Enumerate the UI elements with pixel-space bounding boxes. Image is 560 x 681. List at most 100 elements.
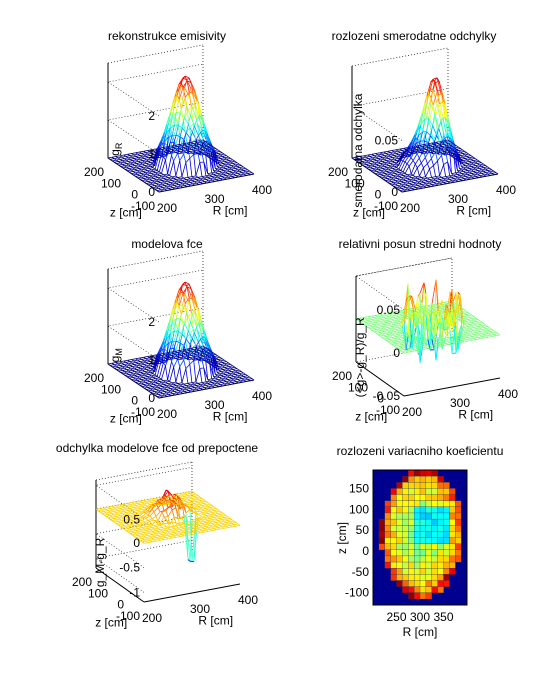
mesh-line: [159, 175, 163, 178]
mesh-line: [395, 343, 399, 346]
mesh-line: [206, 181, 211, 184]
mesh-line: [429, 168, 432, 178]
mesh-line: [483, 170, 487, 173]
mesh-line: [465, 171, 470, 174]
mesh-line: [138, 362, 143, 365]
x-tick-label: 200: [328, 165, 348, 179]
mesh-line: [148, 184, 151, 187]
mesh-line: [382, 153, 387, 155]
mesh-line: [195, 144, 198, 147]
mesh-line: [405, 190, 411, 192]
mesh-line: [210, 387, 215, 389]
mesh-line: [460, 158, 466, 160]
mesh-line: [379, 316, 385, 319]
mesh-line: [219, 173, 224, 176]
mesh-line: [389, 338, 395, 340]
mesh-line: [139, 174, 144, 177]
mesh-line: [362, 164, 365, 167]
mesh-line: [171, 382, 175, 385]
mesh-line: [444, 117, 448, 135]
mesh-line: [465, 175, 470, 177]
mesh-line: [146, 163, 149, 166]
mesh-line: [417, 162, 422, 168]
mesh-line: [149, 384, 153, 387]
mesh-line: [212, 385, 215, 388]
mesh-line: [429, 165, 434, 170]
mesh-line: [399, 331, 405, 333]
mesh-line: [173, 150, 177, 153]
mesh-line: [464, 151, 467, 154]
mesh-line: [209, 143, 212, 146]
mesh-line: [173, 367, 177, 383]
mesh-line: [179, 132, 182, 144]
mesh-line: [196, 387, 201, 390]
mesh-line: [351, 157, 355, 160]
mesh-line: [195, 179, 199, 182]
x-axis-label: z [cm]: [110, 412, 142, 426]
mesh-line: [170, 102, 174, 113]
mesh-line: [161, 347, 165, 363]
mesh-line: [197, 149, 201, 152]
mesh-line: [153, 356, 157, 359]
mesh-line: [230, 366, 235, 369]
mesh-line: [226, 161, 231, 164]
mesh-line: [187, 146, 190, 149]
mesh-line: [159, 345, 163, 352]
mesh-line: [219, 167, 222, 170]
mesh-line: [381, 314, 387, 317]
mesh-line: [209, 349, 212, 352]
mesh-line: [164, 334, 170, 350]
mesh-line: [151, 362, 155, 365]
mesh-line: [141, 358, 146, 360]
mesh-line: [193, 123, 196, 140]
mesh-line: [132, 159, 137, 162]
mesh-line: [203, 349, 206, 352]
mesh-line: [201, 334, 206, 343]
mesh-line: [382, 167, 387, 169]
mesh-line: [406, 152, 409, 155]
mesh-line: [359, 155, 365, 157]
mesh-line: [469, 178, 475, 180]
mesh-line: [461, 172, 466, 174]
mesh-line: [222, 384, 227, 387]
z-tick-label: 0: [393, 346, 400, 360]
mesh-line: [176, 304, 179, 319]
mesh-line: [422, 118, 426, 132]
mesh-line: [197, 176, 203, 178]
mesh-line: [136, 165, 141, 168]
mesh-line: [188, 294, 192, 302]
mesh-line: [457, 174, 460, 177]
mesh-line: [140, 372, 144, 375]
mesh-line: [384, 169, 388, 172]
mesh-line: [485, 331, 491, 333]
mesh-line: [467, 173, 472, 175]
mesh-line: [193, 352, 196, 355]
mesh-line: [167, 146, 170, 149]
mesh-line: [188, 385, 193, 388]
mesh-line: [364, 166, 367, 169]
mesh-line: [457, 169, 462, 172]
mesh-line: [475, 164, 480, 166]
mesh-line: [479, 167, 484, 169]
mesh-line: [377, 319, 383, 321]
mesh-line: [426, 142, 429, 154]
mesh-line: [219, 151, 223, 154]
mesh-line: [458, 153, 462, 156]
mesh-line: [397, 315, 403, 317]
x-tick-label: 100: [101, 382, 121, 396]
mesh-line: [465, 178, 471, 181]
mesh-line: [489, 333, 495, 336]
z-tick-label: 1: [148, 147, 155, 161]
mesh-line: [391, 321, 397, 324]
mesh-line: [432, 80, 436, 90]
mesh-line: [163, 383, 168, 385]
mesh-line: [193, 349, 196, 352]
mesh-line: [450, 155, 454, 158]
mesh-line: [137, 363, 141, 366]
mesh-line: [388, 165, 391, 168]
mesh-line: [225, 374, 228, 377]
mesh-line: [197, 141, 202, 144]
mesh-line: [419, 282, 425, 294]
mesh-line: [184, 297, 190, 304]
mesh-line: [158, 386, 163, 388]
